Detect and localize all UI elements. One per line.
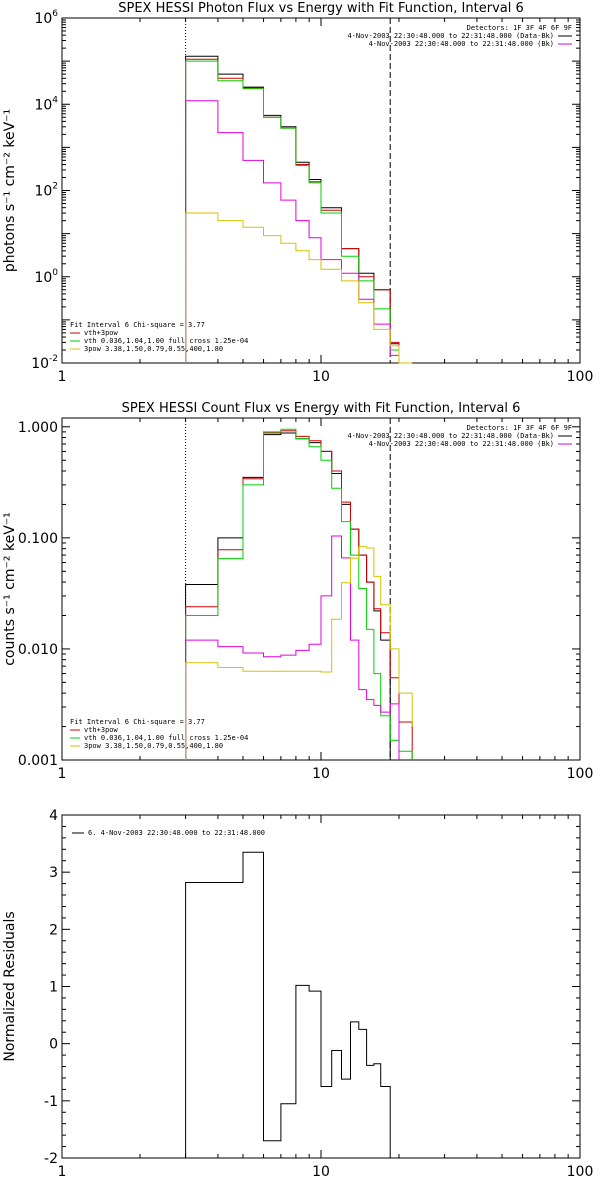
x-tick-label: 10 (312, 369, 330, 385)
legend-bottomleft-text: vth+3pow (84, 329, 119, 337)
x-tick-label: 100 (567, 766, 594, 782)
legend-bottomleft-text: vth+3pow (84, 726, 119, 734)
x-tick-label: 1 (58, 369, 67, 385)
series-magenta-line (185, 100, 400, 363)
series-green-line (185, 60, 400, 363)
series-red-line (185, 430, 413, 760)
series-yellow-line (185, 212, 413, 364)
series-black-line (185, 55, 400, 363)
y-axis-label: counts s⁻¹ cm⁻² keV⁻¹ (2, 512, 18, 666)
series-red-line (185, 58, 413, 364)
y-tick-label: 10-2 (31, 354, 58, 372)
y-tick-label: 1 (49, 980, 58, 996)
y-tick-label: -2 (44, 1151, 58, 1167)
legend-bottomleft-text: 3pow 3.38,1.50,0.79,0.55,400,1.80 (84, 345, 223, 353)
y-tick-label: 102 (34, 182, 58, 200)
y-tick-label: 1.000 (18, 420, 58, 436)
y-axis-label: photons s⁻¹ cm⁻² keV⁻¹ (2, 109, 18, 272)
y-tick-label: -1 (44, 1094, 58, 1110)
legend-bottomleft-text: Fit Interval 6 Chi-square = 3.77 (70, 321, 205, 329)
y-tick-label: 0.010 (18, 642, 58, 658)
y-tick-label: 100 (34, 268, 58, 286)
legend-bottomleft-text: 3pow 3.38,1.50,0.79,0.55,400,1.80 (84, 742, 223, 750)
x-tick-label: 10 (312, 1164, 330, 1180)
legend-topright-text: 4-Nov-2003 22:30:48.000 to 22:31:48.000 … (369, 40, 554, 48)
legend-topright-text: 4-Nov-2003 22:30:48.000 to 22:31:48.000 … (347, 432, 554, 440)
chart-panel-2: SPEX HESSI Count Flux vs Energy with Fit… (2, 401, 593, 782)
x-tick-label: 100 (567, 369, 594, 385)
x-tick-label: 1 (58, 1164, 67, 1180)
legend-bottomleft-text: vth 0.036,1.04,1.00 full cross 1.25e-04 (84, 337, 248, 345)
x-tick-label: 10 (312, 766, 330, 782)
series-black-line (185, 851, 391, 1158)
chart-panel-1: SPEX HESSI Photon Flux vs Energy with Fi… (2, 1, 593, 385)
y-tick-label: 3 (49, 865, 58, 881)
legend-topright-text: Detectors: 1F 3F 4F 6F 9F (467, 24, 572, 32)
y-axis-label: Normalized Residuals (2, 911, 18, 1061)
y-tick-label: 0.001 (18, 753, 58, 769)
series-magenta-line (185, 535, 400, 760)
series-green-line (185, 428, 413, 760)
y-tick-label: 104 (34, 95, 58, 113)
y-tick-label: 0.100 (18, 531, 58, 547)
legend-bottomleft-text: vth 0.036,1.04,1.00 full cross 1.25e-04 (84, 734, 248, 742)
x-tick-label: 100 (567, 1164, 594, 1180)
y-tick-label: 4 (49, 808, 58, 824)
plot-frame (61, 417, 581, 761)
legend-topright-text: 4-Nov-2003 22:30:48.000 to 22:31:48.000 … (347, 32, 554, 40)
plot-frame (61, 814, 581, 1159)
legend-bottomleft-text: Fit Interval 6 Chi-square = 3.77 (70, 718, 205, 726)
y-tick-label: 2 (49, 922, 58, 938)
legend-topright-text: 4-Nov-2003 22:30:48.000 to 22:31:48.000 … (369, 440, 554, 448)
series-yellow-line (185, 546, 413, 760)
legend-text: 6. 4-Nov-2003 22:30:48.000 to 22:31:48.0… (88, 829, 265, 837)
x-tick-label: 1 (58, 766, 67, 782)
chart-title: SPEX HESSI Count Flux vs Energy with Fit… (122, 401, 521, 416)
chart-title: SPEX HESSI Photon Flux vs Energy with Fi… (118, 1, 524, 16)
series-black-line (185, 432, 391, 760)
y-tick-label: 0 (49, 1037, 58, 1053)
legend-topright-text: Detectors: 1F 3F 4F 6F 9F (467, 424, 572, 432)
y-tick-label: 106 (34, 9, 58, 27)
